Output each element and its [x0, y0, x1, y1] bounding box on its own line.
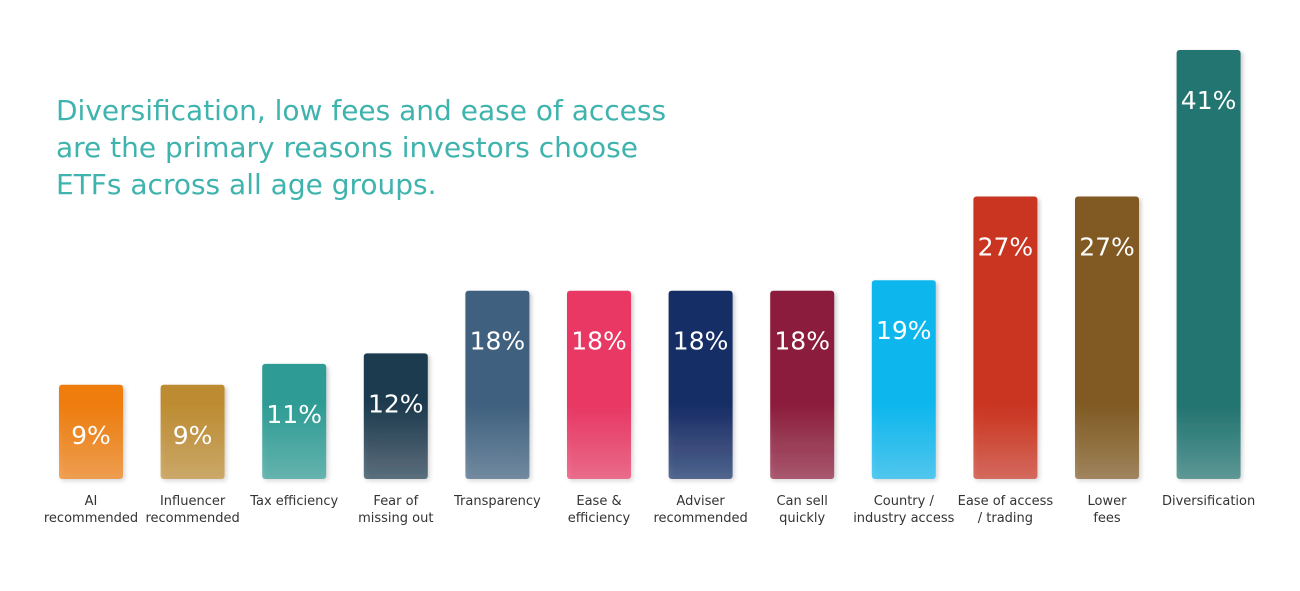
category-label: Can sell quickly — [776, 494, 827, 526]
bar-value-label: 27% — [978, 233, 1034, 262]
category-label-line: Ease of access — [958, 494, 1054, 509]
bar-value-label: 18% — [571, 327, 627, 356]
category-label-line: Ease & — [576, 494, 621, 509]
bar-group: 11% Tax efficiency — [249, 363, 338, 509]
category-label: Tax efficiency — [249, 494, 338, 509]
bar-value-label: 9% — [71, 421, 111, 450]
bar-value-label: 12% — [368, 389, 424, 418]
category-label: Lower fees — [1088, 494, 1128, 526]
bar — [871, 280, 936, 479]
bar-group: 27% Ease of access / trading — [958, 196, 1054, 526]
category-label-line: Adviser — [676, 494, 725, 509]
bar-value-label: 18% — [470, 327, 526, 356]
headline: Diversification, low fees and ease of ac… — [56, 92, 696, 203]
bar-group: 18% Ease & efficiency — [567, 290, 631, 526]
bar-value-label: 9% — [173, 421, 213, 450]
bar — [262, 363, 327, 479]
category-label-line: missing out — [358, 511, 433, 526]
bar-group: 9% AI recommended — [44, 384, 138, 526]
bar-value-label: 18% — [673, 327, 729, 356]
category-label-line: / trading — [978, 511, 1033, 526]
bar-group: 12% Fear of missing out — [358, 353, 433, 526]
bar-group: 27% Lower fees — [1075, 196, 1139, 526]
category-label-line: recommended — [145, 511, 239, 526]
bar — [668, 290, 733, 479]
category-label-line: Fear of — [373, 494, 418, 509]
category-label: Ease of access / trading — [958, 494, 1054, 526]
headline-line-2: are the primary reasons investors choose — [56, 131, 638, 164]
category-label-line: industry access — [853, 511, 954, 526]
bar-value-label: 18% — [774, 327, 830, 356]
category-label: Influencer recommended — [145, 494, 239, 526]
bar-group: 18% Can sell quickly — [770, 290, 835, 526]
category-label-line: Can sell — [776, 494, 827, 509]
bars-layer: 9% AI recommended 9% Influencer recommended 11… — [44, 50, 1255, 526]
bar — [59, 384, 123, 479]
bar-value-label: 11% — [266, 400, 322, 429]
category-label-line: Diversification — [1162, 494, 1255, 509]
bar-group: 18% Adviser recommended — [653, 290, 748, 526]
category-label: Ease & efficiency — [568, 494, 631, 526]
category-label-line: recommended — [653, 511, 747, 526]
bar — [973, 196, 1038, 479]
bar-group: 18% Transparency — [453, 290, 541, 509]
category-label: Diversification — [1162, 494, 1255, 509]
category-label-line: Influencer — [160, 494, 226, 509]
category-label-line: Tax efficiency — [249, 494, 338, 509]
bar — [1075, 196, 1139, 479]
bar — [1176, 50, 1241, 479]
bar — [465, 290, 530, 479]
bar-value-label: 19% — [876, 316, 932, 345]
category-label: Adviser recommended — [653, 494, 747, 526]
bar-group: 9% Influencer recommended — [145, 384, 240, 526]
category-label-line: efficiency — [568, 511, 631, 526]
category-label-line: Lower — [1088, 494, 1128, 509]
bar — [770, 290, 835, 479]
category-label-line: quickly — [779, 511, 825, 526]
headline-line-1: Diversification, low fees and ease of ac… — [56, 94, 667, 127]
bar — [363, 353, 428, 479]
category-label: Transparency — [453, 494, 541, 509]
category-label-line: Country / — [874, 494, 935, 509]
category-label: Country / industry access — [853, 494, 954, 526]
bar — [160, 384, 225, 479]
headline-line-3: ETFs across all age groups. — [56, 168, 437, 201]
bar-group: 19% Country / industry access — [853, 280, 955, 526]
category-label-line: Transparency — [453, 494, 541, 509]
category-label-line: fees — [1093, 511, 1121, 526]
bar-group: 41% Diversification — [1162, 50, 1255, 509]
category-label: Fear of missing out — [358, 494, 433, 526]
category-label-line: recommended — [44, 511, 138, 526]
bar-value-label: 27% — [1079, 233, 1135, 262]
bar-value-label: 41% — [1181, 86, 1237, 115]
bar — [567, 290, 631, 479]
category-label-line: AI — [85, 494, 98, 509]
category-label: AI recommended — [44, 494, 138, 526]
